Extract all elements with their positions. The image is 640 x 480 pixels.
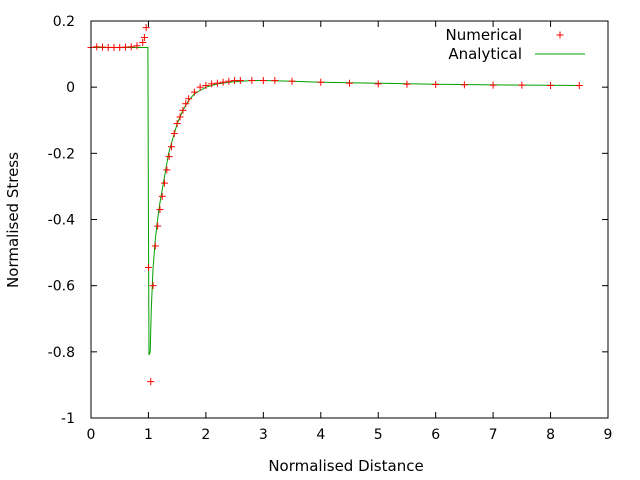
data-point-numerical — [202, 82, 210, 90]
x-tick-label: 4 — [316, 427, 325, 443]
x-tick-label: 5 — [374, 427, 383, 443]
data-point-numerical — [149, 282, 157, 290]
x-tick-label: 7 — [489, 427, 498, 443]
data-point-numerical — [176, 113, 184, 121]
plot-area — [87, 24, 583, 386]
data-point-numerical — [158, 192, 166, 200]
data-point-numerical — [219, 78, 227, 86]
y-tick-label: -1 — [61, 411, 75, 427]
x-tick-label: 0 — [87, 427, 96, 443]
data-point-numerical — [161, 179, 169, 187]
y-tick-label: -0.8 — [48, 345, 75, 361]
x-tick-label: 6 — [431, 427, 440, 443]
data-point-numerical — [489, 81, 497, 89]
data-point-numerical — [225, 77, 233, 85]
x-axis-title: Normalised Distance — [268, 457, 423, 475]
data-point-numerical — [288, 77, 296, 85]
data-point-numerical — [154, 222, 162, 230]
data-point-numerical — [139, 39, 147, 47]
data-point-numerical — [236, 77, 244, 85]
data-point-numerical — [140, 34, 148, 42]
axis-ticks: 0 1 2 3 4 5 6 7 8 9 -1 -0.8 -0.6 -0.4 -0.2 0 0.2 — [48, 14, 613, 443]
data-point-numerical — [165, 153, 173, 161]
data-point-numerical — [133, 42, 141, 50]
data-point-numerical — [248, 77, 256, 85]
data-point-numerical — [575, 82, 583, 90]
data-point-numerical — [208, 80, 216, 88]
legend: Numerical Analytical — [445, 26, 585, 63]
data-point-numerical — [271, 77, 279, 85]
data-point-numerical — [518, 81, 526, 89]
legend-label-analytical: Analytical — [448, 45, 522, 63]
legend-label-numerical: Numerical — [445, 26, 522, 44]
y-tick-label: -0.6 — [48, 279, 75, 295]
data-point-numerical — [163, 166, 171, 174]
data-point-numerical — [142, 24, 150, 32]
x-tick-label: 3 — [259, 427, 268, 443]
data-point-numerical — [147, 378, 155, 386]
legend-marker-numerical — [556, 31, 564, 39]
y-axis-title: Normalised Stress — [4, 152, 22, 288]
y-tick-label: 0 — [66, 80, 75, 96]
data-point-numerical — [151, 242, 159, 250]
y-tick-label: -0.2 — [48, 146, 75, 162]
data-point-numerical — [317, 78, 325, 86]
data-point-numerical — [179, 106, 187, 114]
data-point-numerical — [144, 263, 152, 271]
data-point-numerical — [213, 79, 221, 87]
x-tick-label: 9 — [604, 427, 613, 443]
y-tick-label: 0.2 — [53, 14, 75, 30]
data-point-numerical — [127, 43, 135, 51]
y-tick-label: -0.4 — [48, 213, 75, 229]
data-point-numerical — [374, 80, 382, 88]
data-point-numerical — [173, 120, 181, 128]
data-point-numerical — [346, 79, 353, 87]
data-point-numerical — [259, 77, 267, 85]
data-point-numerical — [156, 206, 164, 214]
data-point-numerical — [182, 100, 190, 108]
x-tick-label: 2 — [201, 427, 210, 443]
data-point-numerical — [432, 81, 440, 89]
data-point-numerical — [403, 80, 411, 88]
data-point-numerical — [460, 81, 468, 89]
data-point-numerical — [190, 88, 198, 96]
x-tick-label: 1 — [144, 427, 153, 443]
data-point-numerical — [196, 83, 204, 91]
data-point-numerical — [167, 143, 175, 151]
data-point-numerical — [170, 129, 178, 137]
x-tick-label: 8 — [546, 427, 555, 443]
data-point-numerical — [547, 82, 555, 90]
data-point-numerical — [185, 95, 193, 103]
